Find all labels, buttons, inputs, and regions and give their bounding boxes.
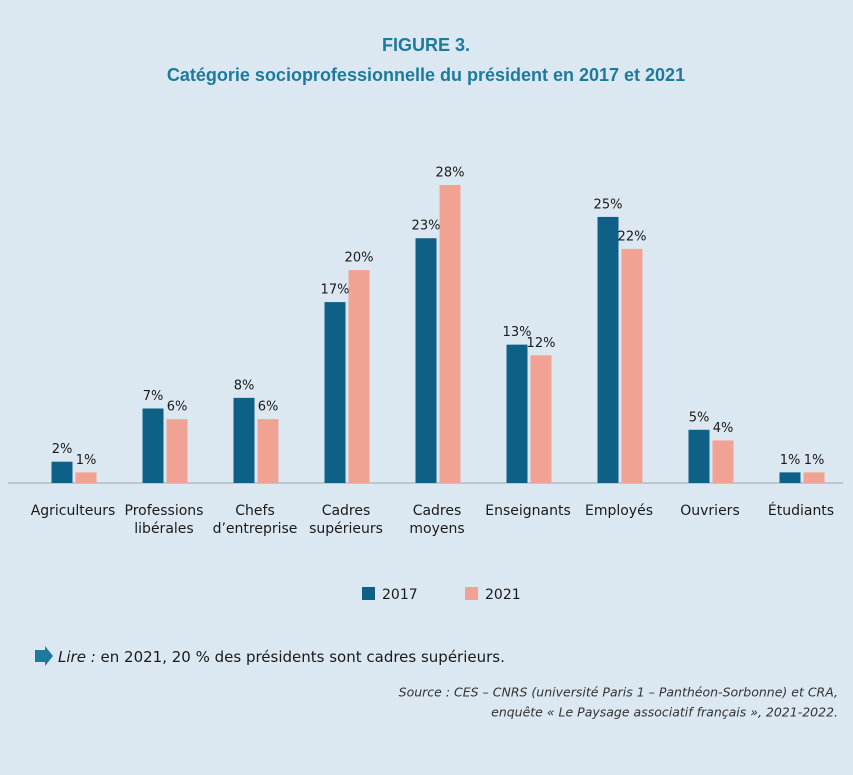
- bar: [415, 238, 437, 483]
- value-label: 1%: [780, 453, 801, 468]
- value-label: 17%: [321, 283, 350, 298]
- x-tick-label: Agriculteurs: [31, 503, 116, 519]
- bar: [712, 440, 734, 483]
- value-label: 22%: [618, 229, 647, 244]
- bar: [142, 408, 164, 483]
- note-lead: Lire :: [58, 648, 96, 666]
- x-tick-label: Étudiants: [768, 502, 834, 519]
- x-tick-label: Enseignants: [485, 503, 571, 519]
- bar: [324, 302, 346, 483]
- bar: [530, 355, 552, 483]
- x-tick-label: Cadres supérieurs: [309, 503, 383, 537]
- value-label: 23%: [412, 219, 441, 234]
- bar: [75, 472, 97, 483]
- bar: [348, 270, 370, 483]
- legend-swatch: [362, 587, 375, 600]
- bar: [233, 397, 255, 483]
- bar: [688, 429, 710, 483]
- value-label: 4%: [713, 421, 734, 436]
- x-tick-label: Chefs d’entreprise: [213, 503, 298, 537]
- bar: [803, 472, 825, 483]
- chart-subtitle: Catégorie socioprofessionnelle du présid…: [167, 65, 685, 85]
- x-tick-label: Ouvriers: [680, 503, 740, 519]
- source: Source : CES – CNRS (université Paris 1 …: [399, 685, 838, 700]
- value-label: 6%: [258, 400, 279, 415]
- legend-label: 2017: [382, 587, 418, 603]
- note: Lire : en 2021, 20 % des présidents sont…: [58, 648, 505, 666]
- value-label: 1%: [76, 453, 97, 468]
- note-arrow: [35, 646, 53, 666]
- value-label: 13%: [503, 325, 532, 340]
- value-label: 12%: [527, 336, 556, 351]
- value-label: 28%: [436, 166, 465, 181]
- bar: [257, 419, 279, 483]
- x-tick-label: Professions libérales: [125, 503, 204, 537]
- source: enquête « Le Paysage associatif français…: [491, 705, 838, 720]
- value-label: 7%: [143, 389, 164, 404]
- bar: [51, 461, 73, 483]
- value-label: 6%: [167, 400, 188, 415]
- value-label: 25%: [594, 197, 623, 212]
- bar: [439, 185, 461, 483]
- value-label: 2%: [52, 442, 73, 457]
- bar: [621, 248, 643, 483]
- value-label: 8%: [234, 378, 255, 393]
- bar: [597, 216, 619, 483]
- bar: [779, 472, 801, 483]
- value-label: 5%: [689, 410, 710, 425]
- legend-label: 2021: [485, 587, 521, 603]
- value-label: 20%: [345, 251, 374, 266]
- x-tick-label: Cadres moyens: [409, 503, 464, 537]
- legend-swatch: [465, 587, 478, 600]
- bar: [166, 419, 188, 483]
- value-label: 1%: [804, 453, 825, 468]
- note-text: en 2021, 20 % des présidents sont cadres…: [96, 648, 505, 666]
- chart-title: FIGURE 3.: [382, 35, 470, 55]
- bar: [506, 344, 528, 483]
- x-tick-label: Employés: [585, 503, 653, 519]
